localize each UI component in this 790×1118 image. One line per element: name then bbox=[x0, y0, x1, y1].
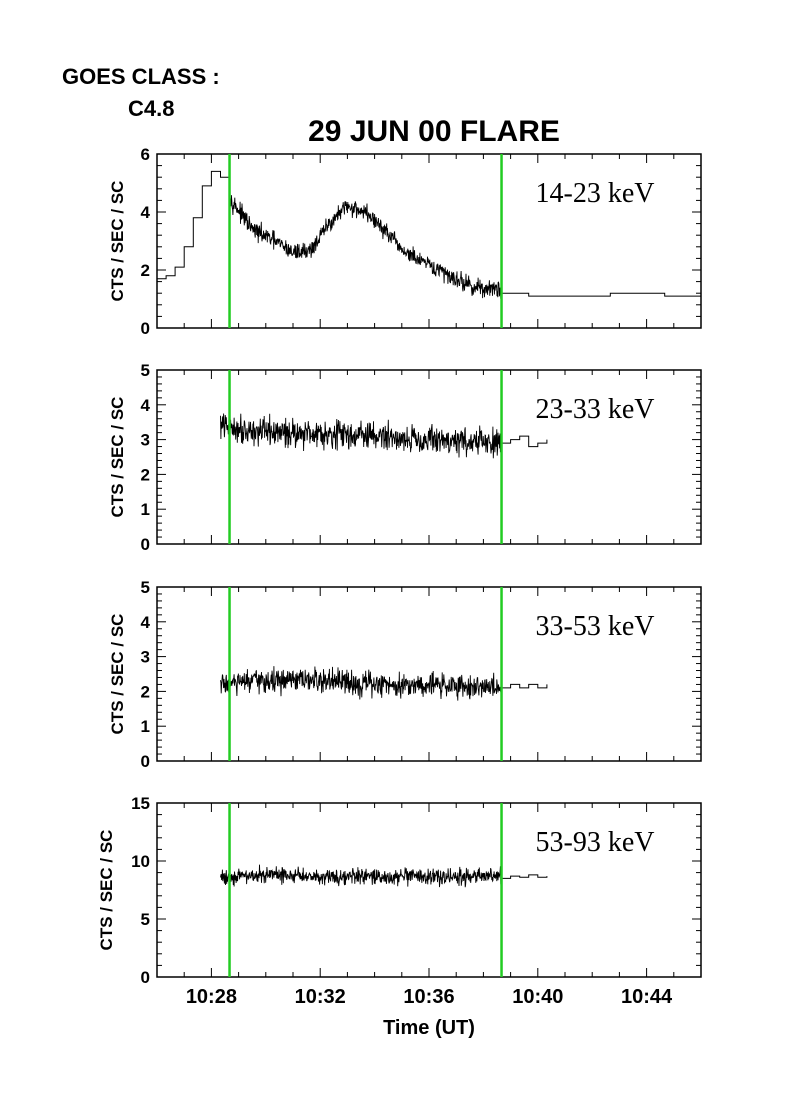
figure-title: 29 JUN 00 FLARE bbox=[308, 115, 560, 148]
goes-class-value: C4.8 bbox=[128, 96, 174, 121]
panels: 0 2 4 6 CTS / SEC / SC 14-23 keV 0 1 2 3 4 5 CTS / S… bbox=[97, 145, 702, 1039]
panel-3: 0 1 2 3 4 5 CTS / SEC / SC 33-53 keV bbox=[108, 578, 702, 771]
y-axis-label: CTS / SEC / SC bbox=[108, 181, 127, 302]
series-coarse-step-3 bbox=[501, 290, 702, 297]
y-axis-label: CTS / SEC / SC bbox=[108, 397, 127, 518]
panel-4: 0 5 10 15 CTS / SEC / SC 53-93 keV 10:28 10:32 1… bbox=[97, 794, 702, 1039]
x-tick-label: 10:28 bbox=[186, 986, 237, 1008]
x-axis-label: Time (UT) bbox=[383, 1017, 475, 1039]
y-tick-label: 4 bbox=[141, 613, 151, 632]
series-high-res-2 bbox=[229, 195, 502, 299]
y-tick-label: 5 bbox=[141, 578, 150, 597]
goes-class-label: GOES CLASS : bbox=[62, 64, 220, 89]
series-coarse-step-2 bbox=[501, 435, 548, 448]
series-high-res-1 bbox=[220, 412, 502, 459]
band-label: 14-23 keV bbox=[536, 178, 655, 209]
y-tick-label: 5 bbox=[141, 361, 150, 380]
y-tick-label: 0 bbox=[141, 319, 150, 338]
y-axis-label: CTS / SEC / SC bbox=[108, 614, 127, 735]
y-tick-label: 2 bbox=[141, 261, 150, 280]
x-tick-label: 10:44 bbox=[621, 986, 673, 1008]
x-tick-label: 10:40 bbox=[512, 986, 563, 1008]
band-label: 53-93 keV bbox=[536, 827, 655, 858]
y-axis-label: CTS / SEC / SC bbox=[97, 830, 116, 951]
y-tick-label: 2 bbox=[141, 682, 150, 701]
y-tick-label: 0 bbox=[141, 535, 150, 554]
y-tick-label: 2 bbox=[141, 465, 150, 484]
series-coarse-step-2 bbox=[501, 683, 548, 689]
y-tick-label: 0 bbox=[141, 752, 150, 771]
y-tick-label: 4 bbox=[141, 203, 151, 222]
series-coarse-step-2 bbox=[501, 874, 548, 879]
panel-2: 0 1 2 3 4 5 CTS / SEC / SC 23-33 keV bbox=[108, 361, 702, 554]
series-coarse-step-1 bbox=[157, 170, 230, 280]
x-tick-label: 10:36 bbox=[403, 986, 454, 1008]
x-tick-label: 10:32 bbox=[295, 986, 346, 1008]
y-tick-label: 1 bbox=[141, 717, 150, 736]
y-tick-label: 1 bbox=[141, 500, 150, 519]
y-tick-label: 4 bbox=[141, 396, 151, 415]
y-tick-label: 10 bbox=[131, 852, 150, 871]
y-tick-label: 5 bbox=[141, 910, 150, 929]
y-tick-label: 15 bbox=[131, 794, 150, 813]
y-tick-label: 3 bbox=[141, 431, 150, 450]
y-tick-label: 6 bbox=[141, 145, 150, 164]
band-label: 33-53 keV bbox=[536, 611, 655, 642]
series-high-res-1 bbox=[220, 864, 502, 888]
band-label: 23-33 keV bbox=[536, 394, 655, 425]
series-high-res-1 bbox=[220, 666, 502, 701]
y-tick-label: 0 bbox=[141, 968, 150, 987]
panel-1: 0 2 4 6 CTS / SEC / SC 14-23 keV bbox=[108, 145, 702, 338]
y-tick-label: 3 bbox=[141, 648, 150, 667]
